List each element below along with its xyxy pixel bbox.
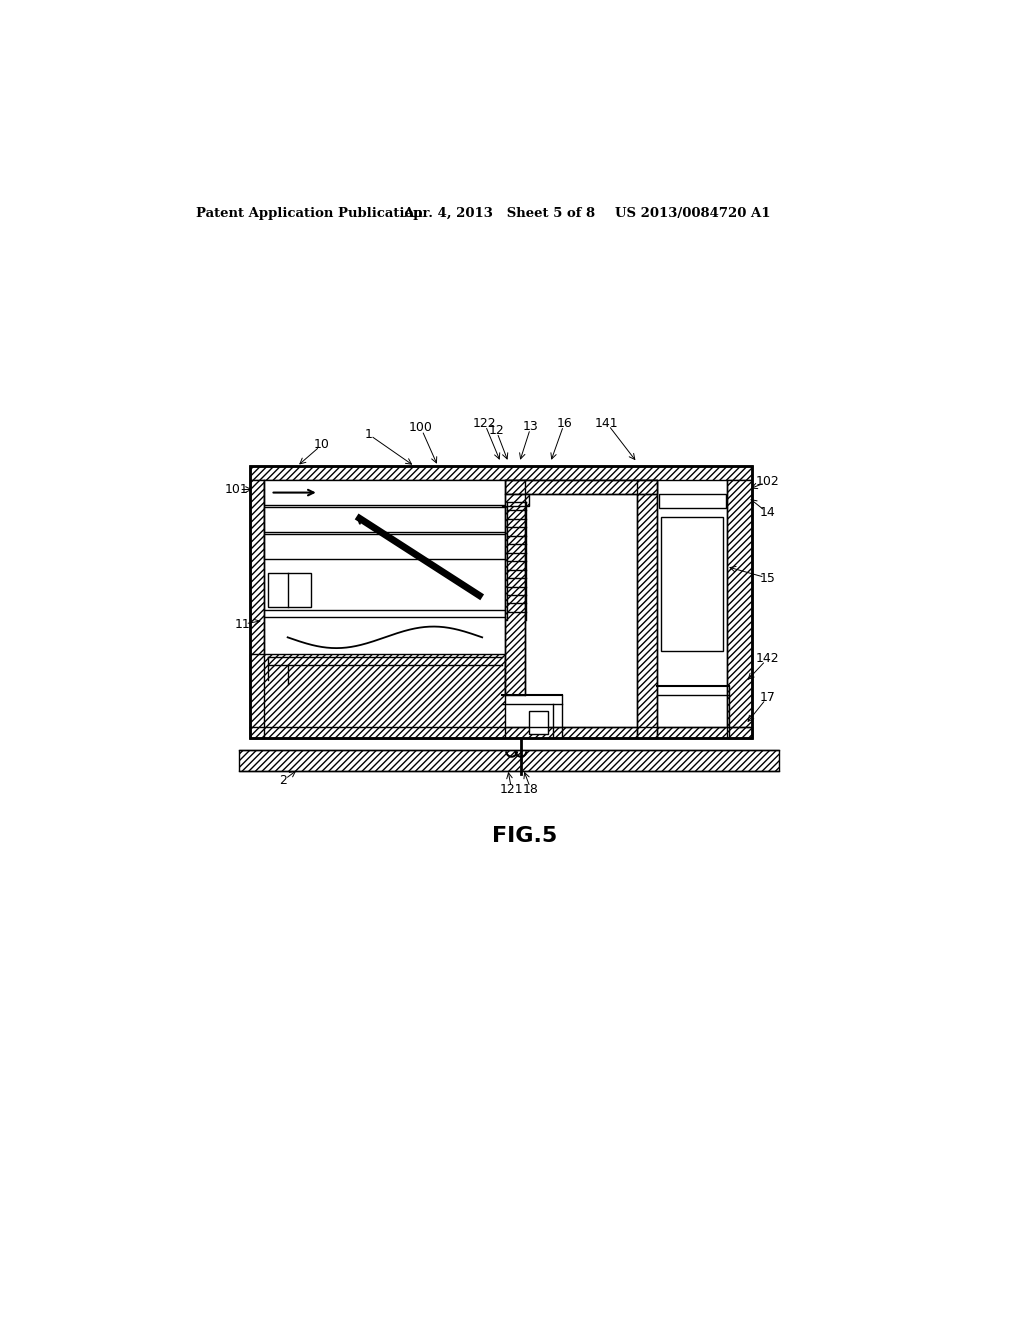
Text: 12: 12 bbox=[488, 424, 504, 437]
Bar bbox=[662, 517, 723, 651]
Text: 141: 141 bbox=[595, 417, 618, 430]
Text: 17: 17 bbox=[760, 690, 775, 704]
Text: FIG.5: FIG.5 bbox=[493, 826, 557, 846]
Bar bbox=[251, 466, 752, 738]
Bar bbox=[727, 480, 752, 738]
Bar bbox=[251, 727, 752, 738]
Bar bbox=[251, 466, 752, 480]
Text: 2: 2 bbox=[280, 774, 287, 787]
Bar bbox=[506, 480, 524, 696]
Text: 15: 15 bbox=[760, 572, 775, 585]
Text: US 2013/0084720 A1: US 2013/0084720 A1 bbox=[614, 207, 770, 220]
Bar bbox=[264, 507, 506, 532]
Bar bbox=[251, 480, 264, 738]
Text: 14: 14 bbox=[760, 506, 775, 519]
Bar bbox=[239, 750, 779, 771]
Bar bbox=[506, 480, 657, 494]
Text: 16: 16 bbox=[556, 417, 572, 430]
Bar bbox=[528, 711, 548, 734]
Bar bbox=[502, 494, 528, 506]
Text: 10: 10 bbox=[313, 438, 330, 451]
Text: 121: 121 bbox=[500, 783, 523, 796]
Text: 11: 11 bbox=[234, 618, 251, 631]
Bar bbox=[268, 573, 311, 607]
Text: 13: 13 bbox=[523, 420, 539, 433]
Bar bbox=[251, 653, 506, 738]
Text: 102: 102 bbox=[756, 475, 779, 488]
Text: Apr. 4, 2013   Sheet 5 of 8: Apr. 4, 2013 Sheet 5 of 8 bbox=[403, 207, 595, 220]
Text: 142: 142 bbox=[756, 652, 779, 665]
Bar bbox=[264, 480, 506, 506]
Text: 122: 122 bbox=[473, 417, 497, 430]
Text: 18: 18 bbox=[523, 783, 539, 796]
Text: Patent Application Publication: Patent Application Publication bbox=[197, 207, 423, 220]
Bar bbox=[264, 535, 506, 558]
Text: 1: 1 bbox=[365, 428, 372, 441]
Text: 100: 100 bbox=[409, 421, 433, 434]
Bar bbox=[637, 480, 657, 738]
Text: 101: 101 bbox=[224, 483, 249, 496]
Bar bbox=[658, 494, 726, 508]
